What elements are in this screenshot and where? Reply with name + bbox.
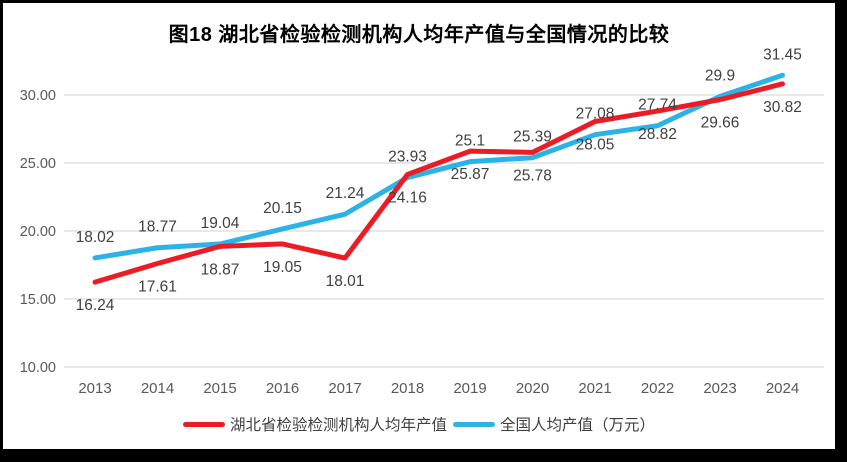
data-label-national-2022: 27.74 <box>638 97 677 114</box>
data-label-hubei-2024: 30.82 <box>763 99 802 116</box>
x-tick-label: 2016 <box>266 380 299 397</box>
x-tick-label: 2023 <box>703 380 736 397</box>
data-label-hubei-2016: 19.05 <box>263 259 302 276</box>
y-axis-tick-labels: 10.00 15.00 20.00 25.00 30.00 <box>20 88 56 376</box>
data-label-national-2015: 19.04 <box>201 215 240 232</box>
data-label-national-2024: 31.45 <box>763 46 802 63</box>
x-tick-label: 2022 <box>641 380 674 397</box>
data-label-national-2020: 25.39 <box>513 129 552 146</box>
national-line-swatch <box>453 421 495 427</box>
x-tick-label: 2014 <box>141 380 174 397</box>
x-axis-tick-labels: 2013 2014 2015 2016 2017 2018 2019 2020 2021 2022… <box>78 380 799 397</box>
x-tick-label: 2018 <box>391 380 424 397</box>
data-label-hubei-2013: 16.24 <box>76 297 115 314</box>
series-line-national <box>92 72 785 261</box>
y-gridlines <box>64 94 824 368</box>
data-label-national-2023: 29.9 <box>705 67 735 84</box>
data-label-national-2017: 21.24 <box>326 185 365 202</box>
y-tick-label: 10.00 <box>20 360 56 376</box>
data-labels-national: 18.02 18.77 19.04 20.15 21.24 23.93 25.1 25.39 2… <box>76 46 802 246</box>
x-tick-label: 2024 <box>766 380 799 397</box>
data-label-national-2021: 27.08 <box>576 106 615 123</box>
data-label-hubei-2020: 25.78 <box>513 167 552 184</box>
data-label-hubei-2015: 18.87 <box>201 261 240 278</box>
legend-item-national: 全国人均产值（万元） <box>453 413 655 435</box>
chart-title: 图18 湖北省检验检测机构人均年产值与全国情况的比较 <box>168 24 670 46</box>
legend-item-hubei: 湖北省检验检测机构人均年产值 <box>182 413 447 435</box>
data-label-national-2018: 23.93 <box>388 149 427 166</box>
legend-label-national: 全国人均产值（万元） <box>500 417 656 434</box>
y-tick-label: 20.00 <box>20 224 56 240</box>
data-label-national-2013: 18.02 <box>76 229 115 246</box>
legend-label-hubei: 湖北省检验检测机构人均年产值 <box>229 417 447 434</box>
x-tick-label: 2021 <box>578 380 611 397</box>
x-tick-label: 2017 <box>328 380 361 397</box>
data-label-national-2014: 18.77 <box>138 219 177 236</box>
data-label-hubei-2022: 28.82 <box>638 126 677 143</box>
x-tick-label: 2015 <box>203 380 236 397</box>
hubei-line-swatch <box>182 421 225 427</box>
y-tick-label: 30.00 <box>20 88 56 104</box>
data-label-hubei-2014: 17.61 <box>138 279 177 296</box>
data-label-hubei-2019: 25.87 <box>451 166 490 183</box>
x-tick-label: 2019 <box>453 380 486 397</box>
data-label-hubei-2023: 29.66 <box>701 115 740 132</box>
data-labels-hubei: 16.24 17.61 18.87 19.05 18.01 24.16 25.87 25.78… <box>76 99 802 314</box>
x-tick-label: 2020 <box>516 380 549 397</box>
series-line-hubei <box>92 81 785 285</box>
x-tick-label: 2013 <box>78 380 111 397</box>
data-label-national-2016: 20.15 <box>263 200 302 217</box>
data-label-hubei-2021: 28.05 <box>576 137 615 154</box>
y-tick-label: 25.00 <box>20 156 56 172</box>
data-label-national-2019: 25.1 <box>455 133 485 150</box>
y-tick-label: 15.00 <box>20 292 56 308</box>
data-label-hubei-2018: 24.16 <box>388 189 427 206</box>
chart-legend: 湖北省检验检测机构人均年产值 全国人均产值（万元） <box>3 413 835 435</box>
data-label-hubei-2017: 18.01 <box>326 273 365 290</box>
